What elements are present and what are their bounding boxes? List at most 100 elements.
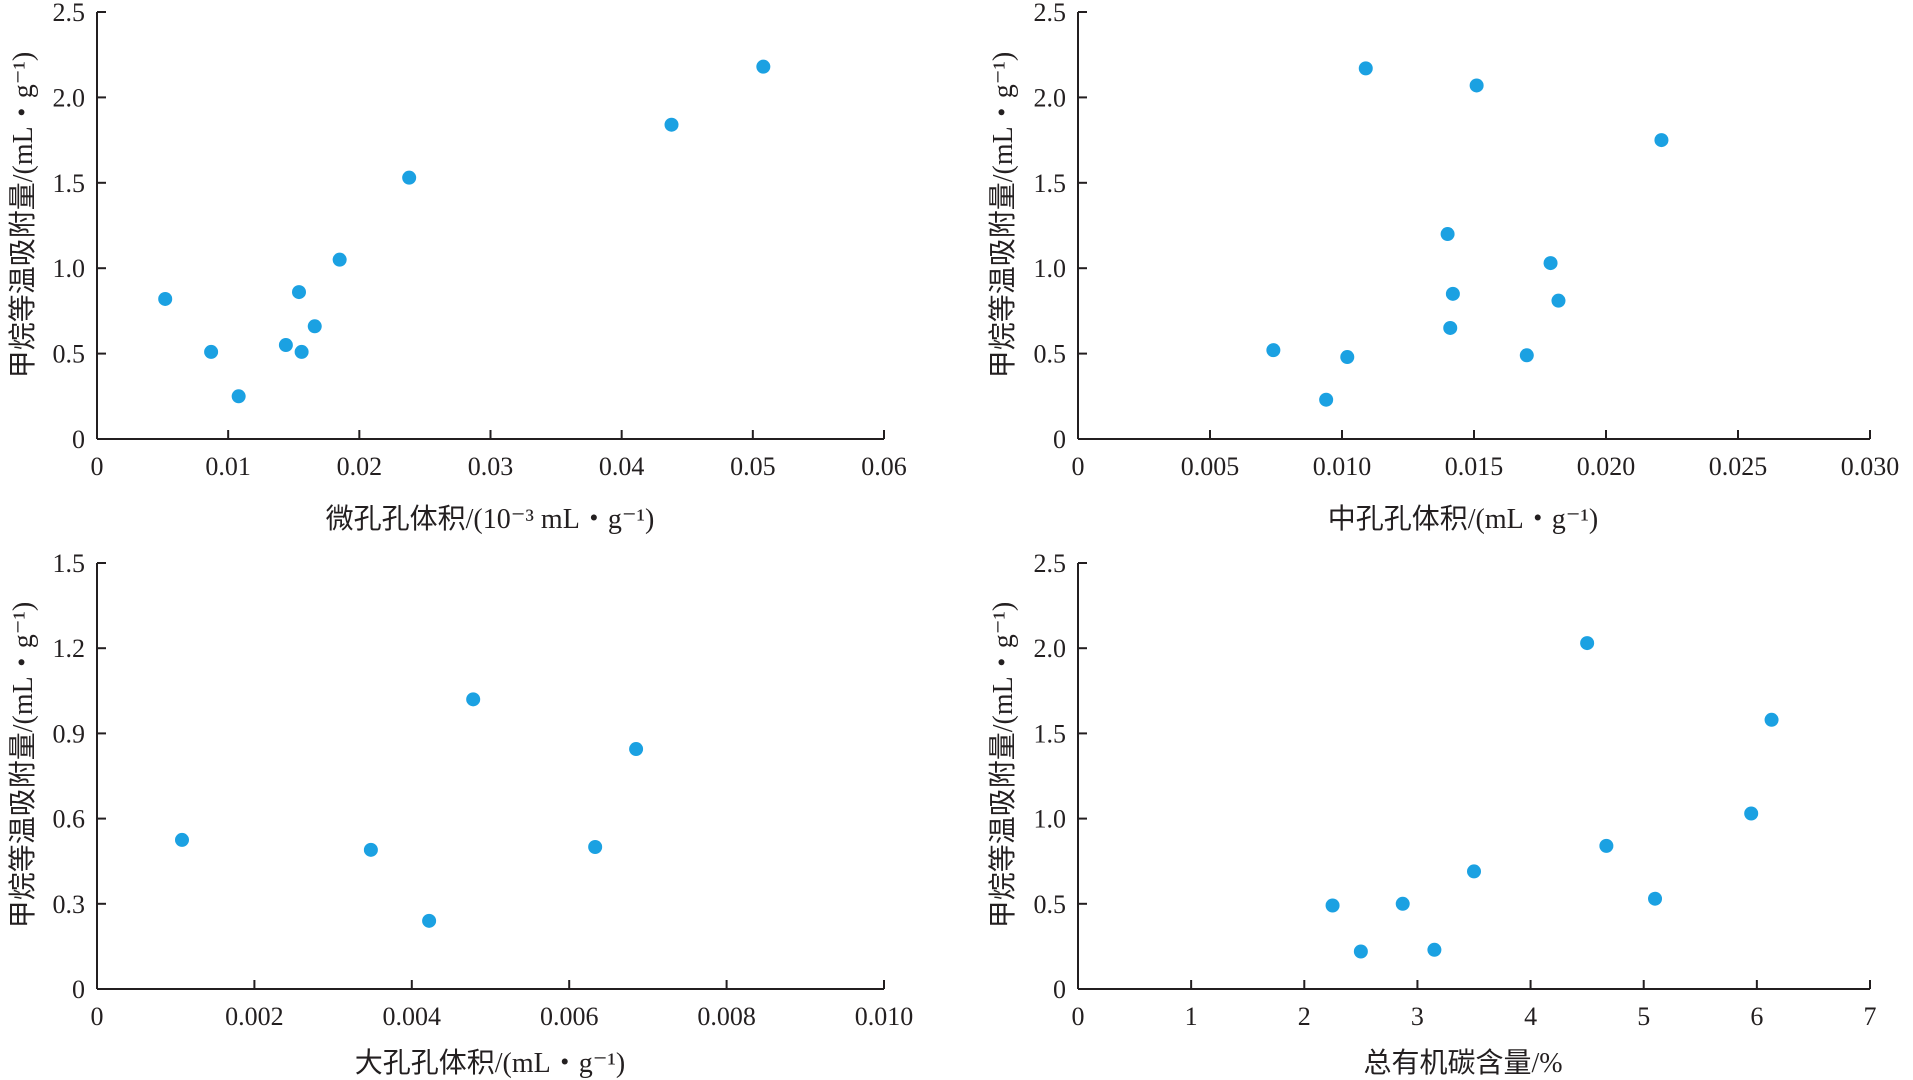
x-tick-label: 0.04 xyxy=(599,452,645,481)
xlabel-micropore: 微孔孔体积/(10⁻³ mL・g⁻¹) xyxy=(326,503,655,535)
data-point xyxy=(278,338,293,353)
y-tick-label: 2.0 xyxy=(1034,83,1067,112)
x-tick-label: 0.020 xyxy=(1577,452,1636,481)
y-tick-label: 1.5 xyxy=(1034,719,1067,748)
y-tick-label: 2.0 xyxy=(1034,634,1067,663)
data-point xyxy=(1764,712,1779,727)
x-tick-label: 0 xyxy=(1072,1002,1085,1031)
x-tick-label: 0.002 xyxy=(225,1002,284,1031)
data-point xyxy=(1445,286,1460,301)
y-tick-label: 0.6 xyxy=(53,805,86,834)
x-tick-label: 0.02 xyxy=(337,452,383,481)
ylabel-toc: 甲烷等温吸附量/(mL・g⁻¹) xyxy=(987,602,1019,929)
x-tick-label: 0 xyxy=(1072,452,1085,481)
y-tick-label: 1.2 xyxy=(53,634,86,663)
axes-micropore: 0 0.01 0.02 0.03 0.04 0.05 0.06 0 0.5 1.0 1.5 2.0 2.… xyxy=(53,0,907,481)
data-point xyxy=(629,742,644,757)
x-tick-label: 0.005 xyxy=(1181,452,1240,481)
y-tick-label: 1.5 xyxy=(53,549,86,578)
data-point xyxy=(422,913,437,928)
data-point xyxy=(1353,944,1368,959)
x-tick-label: 6 xyxy=(1750,1002,1763,1031)
x-tick-label: 0.05 xyxy=(730,452,776,481)
data-point xyxy=(158,291,173,306)
xlabel-mesopore: 中孔孔体积/(mL・g⁻¹) xyxy=(1328,503,1599,535)
y-tick-label: 1.0 xyxy=(1034,254,1067,283)
points-mesopore xyxy=(1266,61,1669,407)
data-point xyxy=(402,170,417,185)
data-point xyxy=(204,344,219,359)
y-tick-label: 1.5 xyxy=(53,169,86,198)
axes-macropore: 0 0.002 0.004 0.006 0.008 0.010 0 0.3 0.6 0.9 1.2 1… xyxy=(53,549,914,1031)
panel-micropore: 0 0.01 0.02 0.03 0.04 0.05 0.06 0 0.5 1.0 1.5 2.0 2.… xyxy=(7,0,907,535)
points-toc xyxy=(1325,636,1779,959)
x-tick-label: 0 xyxy=(91,452,104,481)
data-point xyxy=(1395,896,1410,911)
data-point xyxy=(1467,864,1481,879)
data-point xyxy=(466,692,481,707)
y-tick-label: 0.3 xyxy=(53,890,86,919)
y-tick-label: 1.5 xyxy=(1034,169,1067,198)
data-point xyxy=(1648,891,1663,906)
x-tick-label: 0.06 xyxy=(861,452,907,481)
data-point xyxy=(1427,942,1442,957)
data-point xyxy=(1319,392,1334,407)
data-point xyxy=(291,285,306,300)
ylabel-macropore: 甲烷等温吸附量/(mL・g⁻¹) xyxy=(7,602,39,929)
x-tick-label: 0 xyxy=(91,1002,104,1031)
y-tick-label: 0 xyxy=(72,975,85,1004)
y-tick-label: 1.0 xyxy=(1034,805,1067,834)
x-tick-label: 1 xyxy=(1185,1002,1198,1031)
data-point xyxy=(1519,348,1534,363)
axes-toc: 0 1 2 3 4 5 6 7 0 0.5 1.0 1.5 2.0 2.5 xyxy=(1034,549,1877,1031)
points-micropore xyxy=(158,59,771,404)
data-point xyxy=(174,832,189,847)
y-tick-label: 0.5 xyxy=(53,340,86,369)
ylabel-micropore: 甲烷等温吸附量/(mL・g⁻¹) xyxy=(7,52,39,379)
xlabel-macropore: 大孔孔体积/(mL・g⁻¹) xyxy=(355,1047,626,1079)
data-point xyxy=(1443,320,1458,335)
x-tick-label: 0.004 xyxy=(383,1002,442,1031)
axes-mesopore: 0 0.005 0.010 0.015 0.020 0.025 0.030 0 0.5 1.0 1.… xyxy=(1034,0,1900,481)
x-tick-label: 0.03 xyxy=(468,452,514,481)
x-tick-label: 4 xyxy=(1524,1002,1537,1031)
data-point xyxy=(231,389,246,404)
y-tick-label: 2.5 xyxy=(53,0,86,27)
x-tick-label: 7 xyxy=(1864,1002,1877,1031)
data-point xyxy=(363,842,378,857)
x-tick-label: 0.015 xyxy=(1445,452,1504,481)
data-point xyxy=(1599,838,1614,853)
ylabel-mesopore: 甲烷等温吸附量/(mL・g⁻¹) xyxy=(987,52,1019,379)
data-point xyxy=(332,252,347,267)
y-tick-label: 0.9 xyxy=(53,719,86,748)
x-tick-label: 0.01 xyxy=(205,452,251,481)
data-point xyxy=(1266,343,1281,358)
x-tick-label: 0.025 xyxy=(1709,452,1768,481)
y-tick-label: 2.5 xyxy=(1034,549,1067,578)
panel-mesopore: 0 0.005 0.010 0.015 0.020 0.025 0.030 0 0.5 1.0 1.… xyxy=(987,0,1899,535)
data-point xyxy=(294,344,309,359)
x-tick-label: 0.006 xyxy=(540,1002,599,1031)
x-tick-label: 0.030 xyxy=(1841,452,1900,481)
xlabel-toc: 总有机碳含量/% xyxy=(1363,1047,1562,1079)
x-tick-label: 2 xyxy=(1298,1002,1311,1031)
y-tick-label: 2.5 xyxy=(1034,0,1067,27)
data-point xyxy=(1551,293,1566,308)
panel-macropore: 0 0.002 0.004 0.006 0.008 0.010 0 0.3 0.6 0.9 1.2 1… xyxy=(7,549,913,1079)
data-point xyxy=(1469,78,1484,93)
data-point xyxy=(1440,227,1455,242)
y-tick-label: 0 xyxy=(72,425,85,454)
data-point xyxy=(1744,806,1759,821)
y-tick-label: 1.0 xyxy=(53,254,86,283)
data-point xyxy=(1325,898,1340,913)
data-point xyxy=(588,840,603,854)
x-tick-label: 0.008 xyxy=(697,1002,756,1031)
data-point xyxy=(1358,61,1373,76)
panel-toc: 0 1 2 3 4 5 6 7 0 0.5 1.0 1.5 2.0 2.5 总有机碳含量/% 甲烷等温吸附… xyxy=(987,549,1877,1079)
data-point xyxy=(1580,636,1595,651)
x-tick-label: 0.010 xyxy=(1313,452,1372,481)
y-tick-label: 2.0 xyxy=(53,83,86,112)
y-tick-label: 0 xyxy=(1053,425,1066,454)
points-macropore xyxy=(174,692,644,928)
